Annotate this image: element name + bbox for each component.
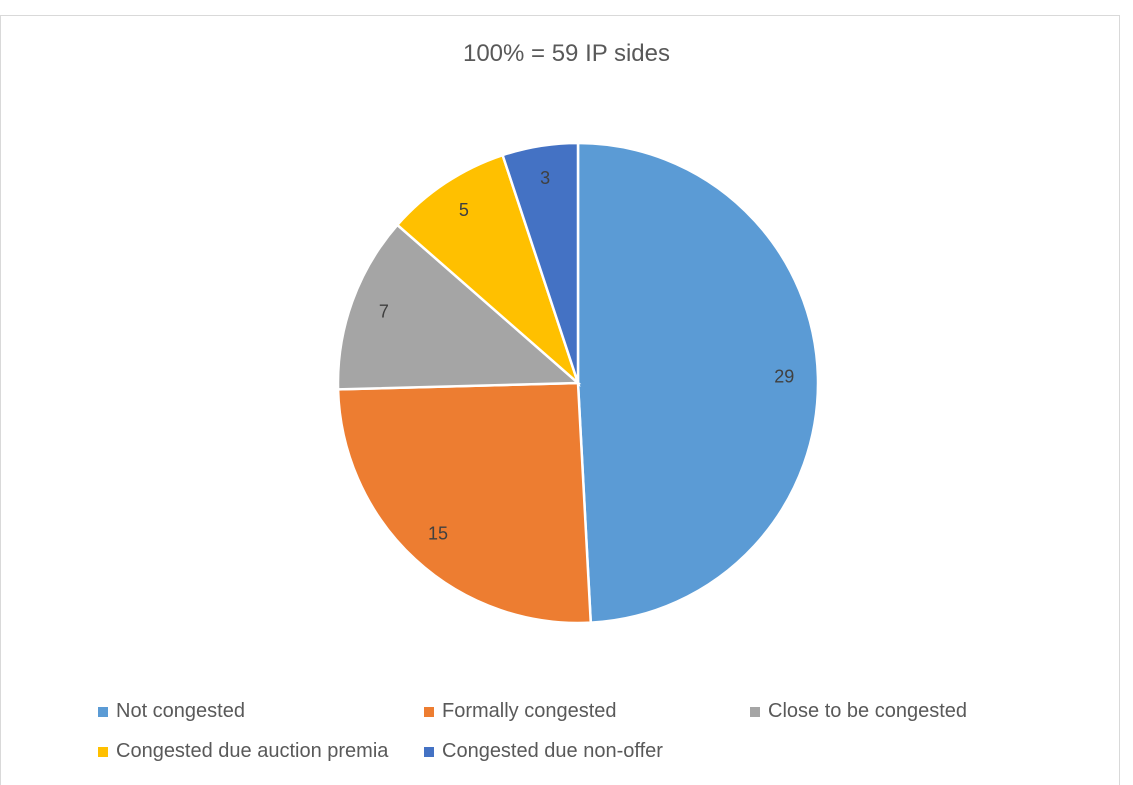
- legend-swatch: [424, 706, 434, 717]
- legend-label: Not congested: [116, 700, 245, 722]
- legend-item-congested-due-non-offer: Congested due non-offer: [424, 740, 663, 763]
- legend-label: Congested due non-offer: [442, 740, 663, 762]
- data-label: 5: [459, 200, 469, 220]
- legend-swatch: [750, 706, 760, 717]
- legend-item-congested-due-auction-premia: Congested due auction premia: [98, 740, 388, 763]
- pie-slice-not-congested: [576, 141, 820, 624]
- legend-item-not-congested: Not congested: [98, 700, 245, 723]
- legend-label: Formally congested: [442, 700, 617, 722]
- legend-label: Congested due auction premia: [116, 740, 389, 762]
- legend-row-2: Congested due auction premia Congested d…: [98, 740, 1098, 780]
- data-label: 15: [428, 523, 448, 543]
- data-label: 29: [774, 366, 794, 386]
- pie-slice-formally-congested: [336, 381, 593, 625]
- pie-slice-close-to-be-congested: [336, 223, 582, 391]
- legend-swatch: [424, 746, 434, 757]
- pie-slice-congested-due-non-offer: [501, 141, 580, 384]
- legend-item-formally-congested: Formally congested: [424, 700, 617, 723]
- legend: Not congested Formally congested Close t…: [98, 700, 1098, 780]
- legend-item-close-to-be-congested: Close to be congested: [750, 700, 967, 723]
- legend-swatch: [98, 706, 108, 717]
- pie-slice-congested-due-auction-premia: [395, 153, 581, 387]
- chart-title: 100% = 59 IP sides: [462, 40, 671, 67]
- legend-row-1: Not congested Formally congested Close t…: [98, 700, 1098, 740]
- legend-swatch: [98, 746, 108, 757]
- data-label: 7: [379, 302, 389, 322]
- legend-label: Close to be congested: [768, 700, 968, 722]
- data-label: 3: [540, 168, 550, 188]
